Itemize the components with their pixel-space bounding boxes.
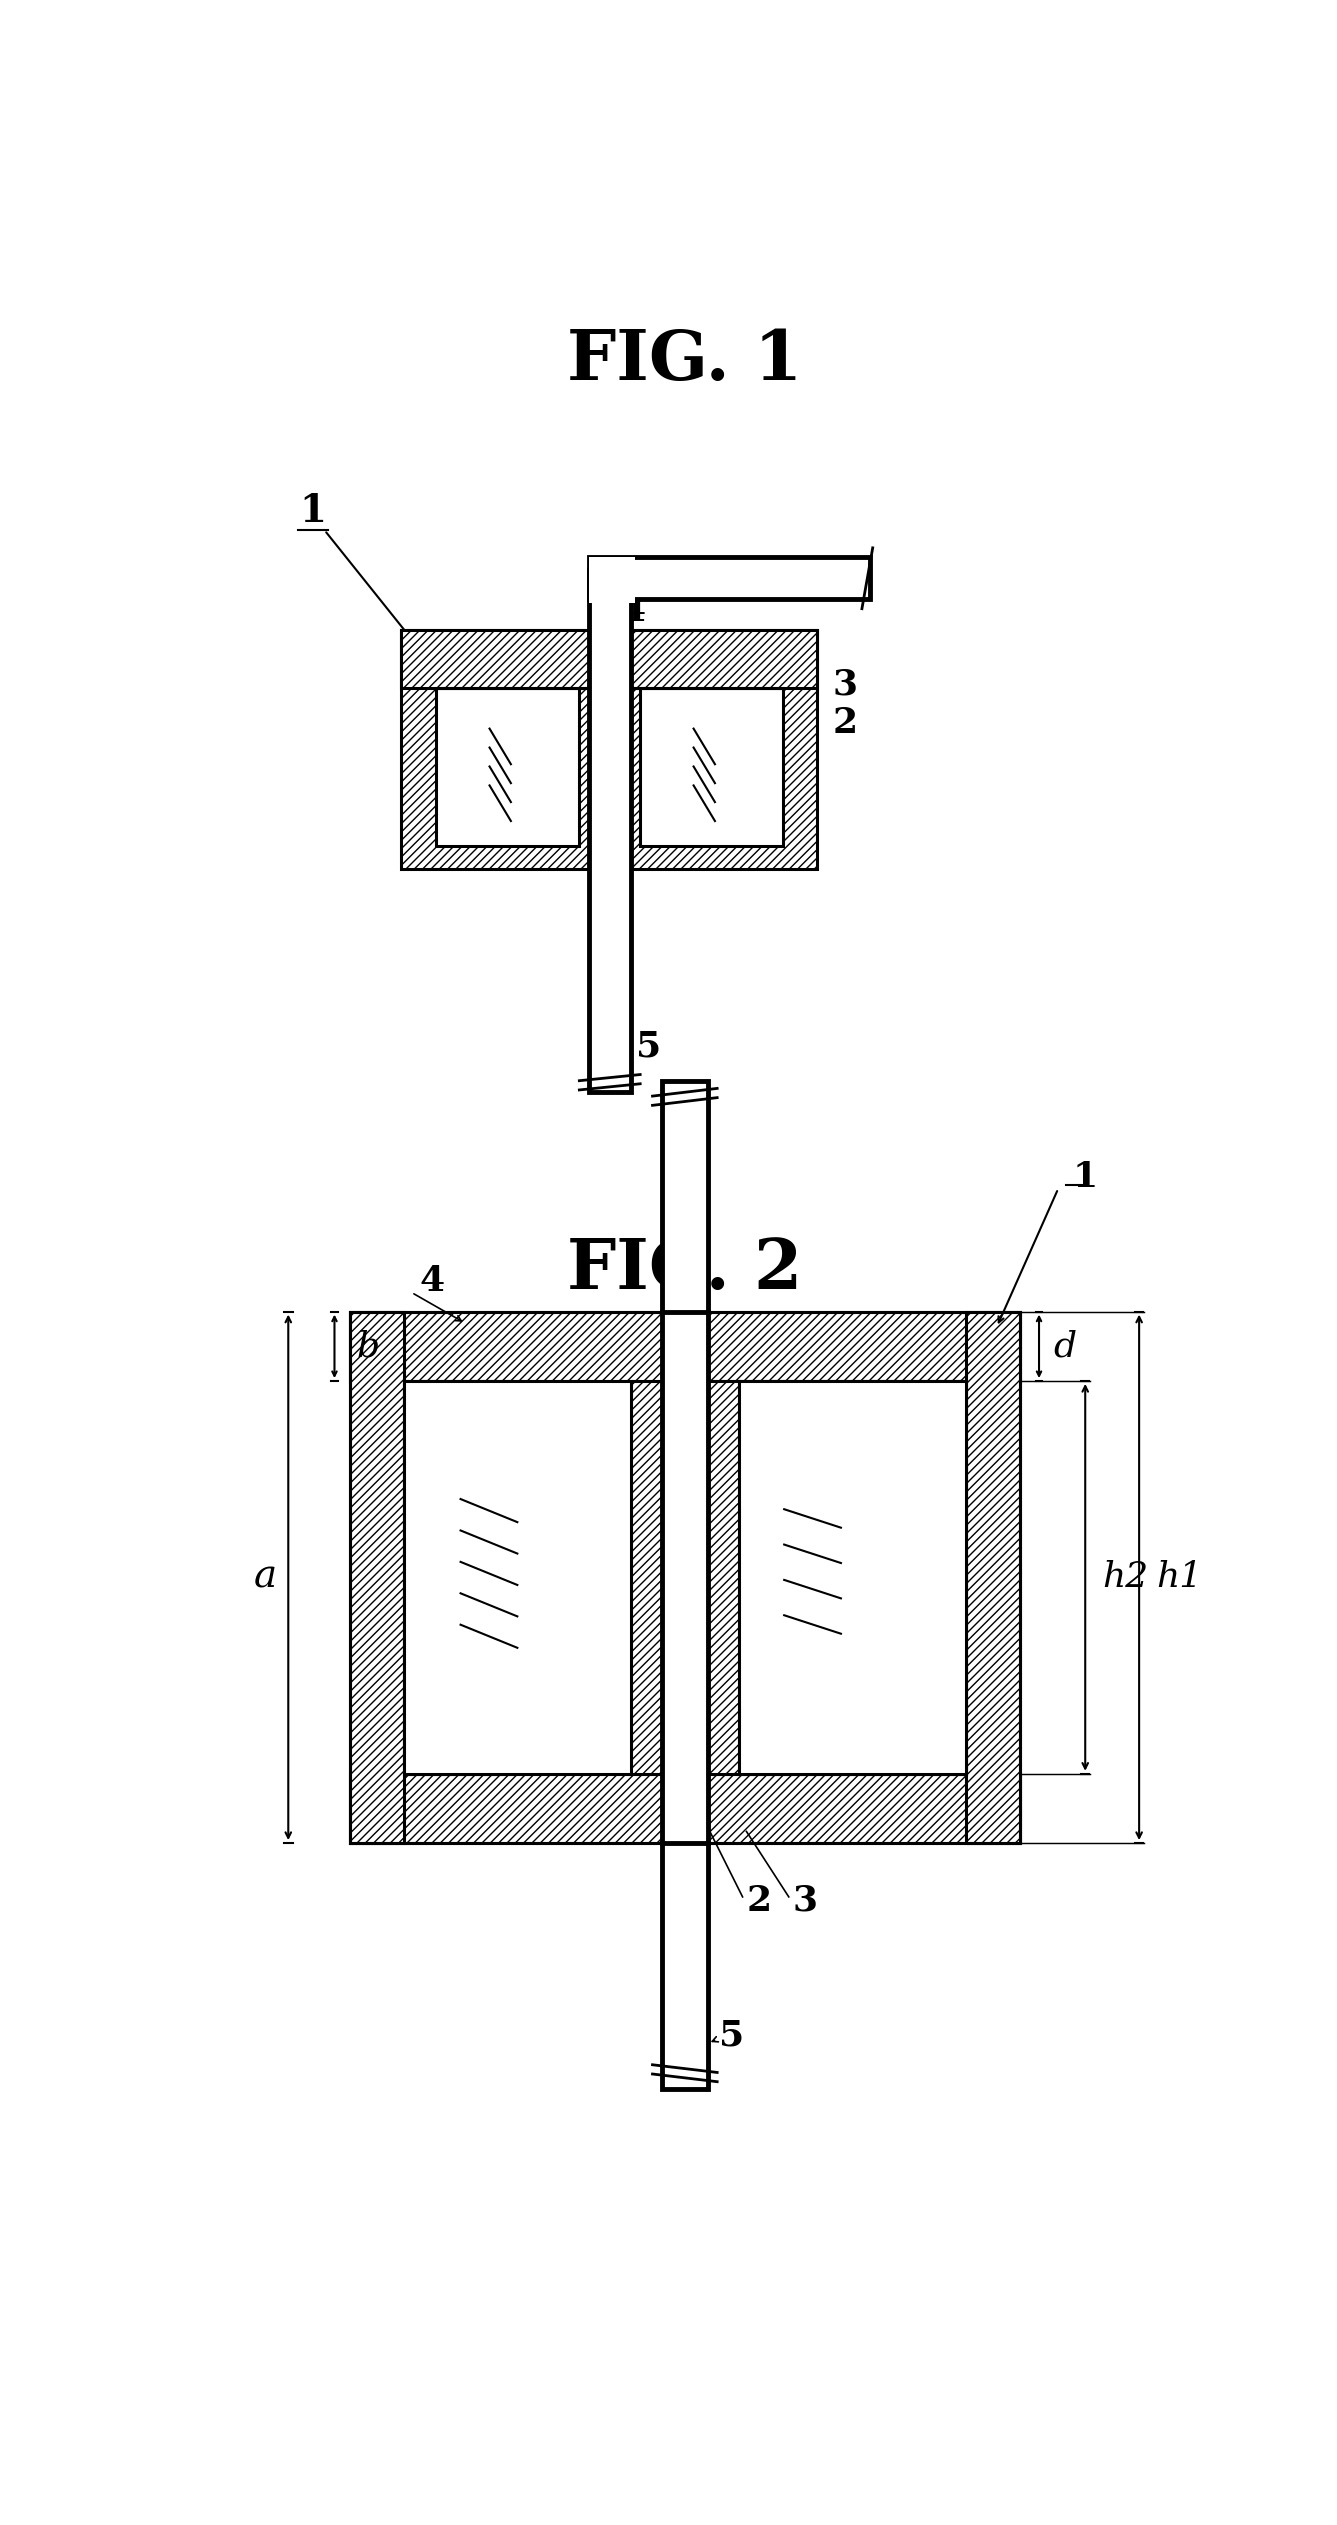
Bar: [588, 568, 631, 1093]
Text: d: d: [1054, 1328, 1076, 1364]
Bar: [588, 558, 635, 603]
Bar: [401, 631, 602, 869]
Bar: [631, 1381, 685, 1773]
Text: 1: 1: [1072, 1159, 1098, 1194]
Text: h2: h2: [1102, 1560, 1148, 1593]
Bar: [350, 1773, 1020, 1843]
Text: 3: 3: [833, 667, 858, 702]
Bar: [685, 1381, 739, 1773]
Bar: [404, 1381, 631, 1773]
Text: b: b: [356, 1328, 380, 1364]
Text: 3: 3: [793, 1884, 818, 1919]
Text: FIG. 2: FIG. 2: [567, 1235, 802, 1303]
Bar: [350, 1310, 1020, 1843]
Text: 2: 2: [833, 704, 858, 740]
Bar: [739, 1381, 965, 1773]
Bar: [662, 1310, 707, 1843]
Text: 1: 1: [299, 492, 326, 530]
Bar: [618, 631, 817, 869]
Bar: [965, 1310, 1020, 1843]
Bar: [640, 687, 782, 846]
Bar: [350, 1310, 404, 1843]
Bar: [401, 631, 817, 687]
Bar: [350, 1310, 1020, 1381]
Text: h1: h1: [1157, 1560, 1202, 1593]
Bar: [662, 1843, 707, 2088]
Text: 5: 5: [636, 1030, 662, 1063]
Text: FIG. 1: FIG. 1: [567, 328, 802, 394]
Bar: [739, 1381, 965, 1773]
Bar: [404, 1381, 512, 1773]
Bar: [662, 1081, 707, 1310]
Text: 4: 4: [620, 593, 646, 629]
Bar: [436, 687, 579, 846]
Text: 2: 2: [746, 1884, 771, 1919]
Bar: [588, 558, 869, 598]
Text: 5: 5: [719, 2017, 745, 2053]
Text: a: a: [254, 1558, 277, 1596]
Text: 4: 4: [420, 1265, 444, 1298]
